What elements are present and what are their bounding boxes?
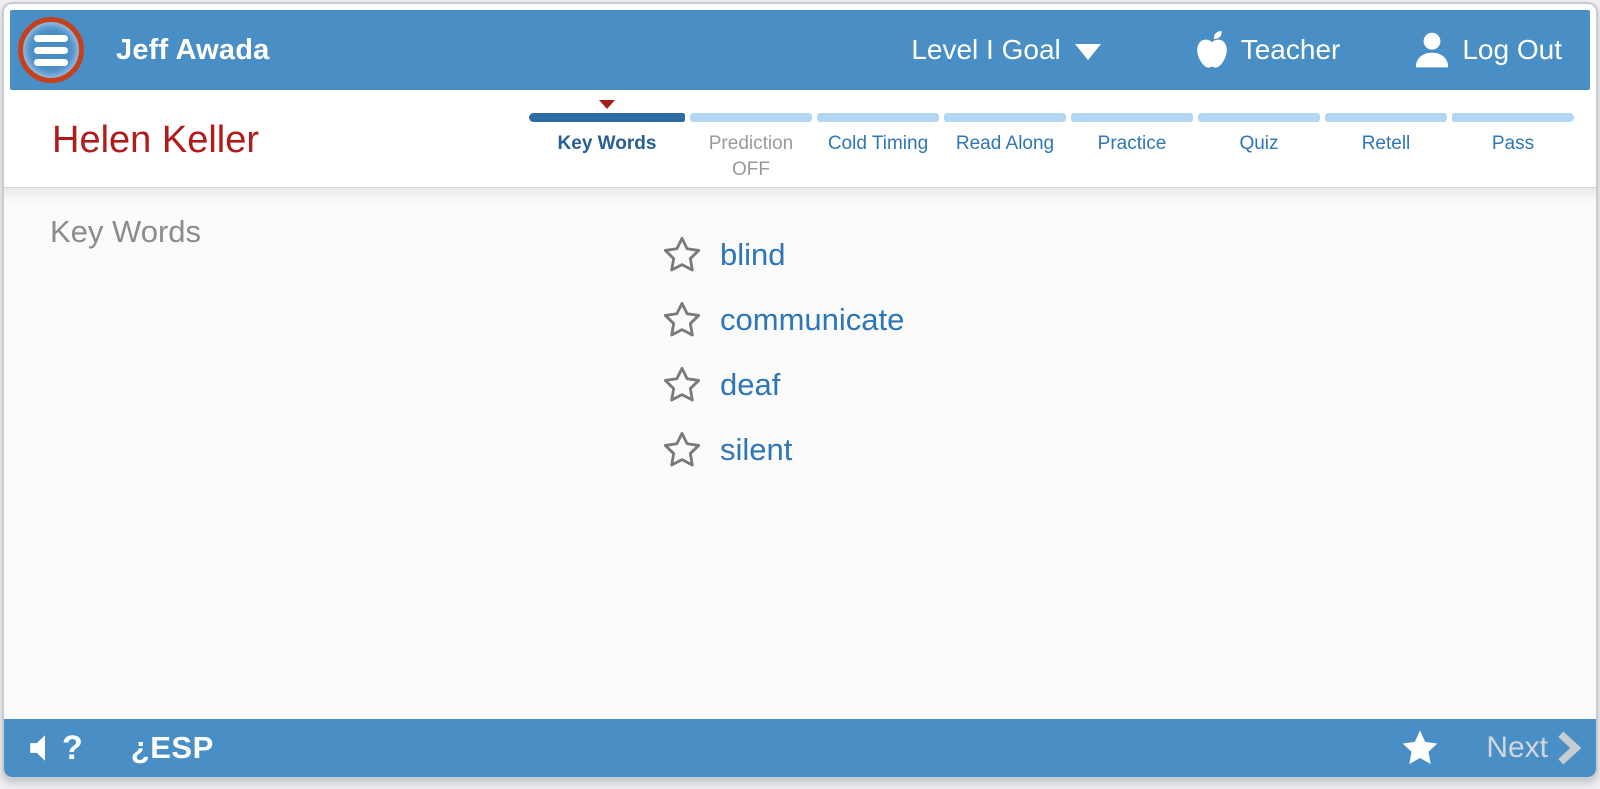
star-outline-icon[interactable] [662, 235, 702, 275]
star-outline-icon[interactable] [662, 365, 702, 405]
chevron-right-icon [1558, 731, 1582, 765]
tab-label: Cold Timing [827, 133, 929, 154]
tab-bar: Key Words Prediction OFF Cold Timing Read Al… [524, 100, 1574, 183]
tab-read-along[interactable]: Read Along [944, 113, 1066, 183]
tab-pass[interactable]: Pass [1452, 113, 1574, 183]
student-name: Jeff Awada [116, 33, 270, 66]
tab-progress-line [529, 113, 685, 122]
tab-prediction[interactable]: Prediction OFF [690, 113, 812, 183]
level-goal-dropdown[interactable]: Level I Goal [911, 34, 1101, 66]
level-goal-label: Level I Goal [911, 34, 1061, 65]
tab-label: Practice [1097, 133, 1167, 154]
story-title-bar: Helen Keller Key Words Prediction OFF Cold … [4, 96, 1596, 188]
person-icon [1416, 32, 1449, 68]
tab-progress-line [1452, 113, 1574, 122]
question-mark-icon: ? [62, 728, 83, 767]
story-title: Helen Keller [52, 118, 259, 161]
apple-icon [1196, 31, 1227, 68]
key-word-row: deaf [662, 366, 904, 404]
next-label: Next [1486, 731, 1548, 764]
tab-cold-timing[interactable]: Cold Timing [817, 113, 939, 183]
hamburger-icon [34, 34, 68, 42]
hamburger-menu-button[interactable] [18, 17, 84, 83]
tab-key-words[interactable]: Key Words [529, 100, 685, 183]
key-word-link[interactable]: blind [720, 237, 786, 272]
tab-label: Key Words [557, 133, 657, 154]
main-content: Key Words blind communicate deaf silent [4, 188, 1596, 719]
tab-retell[interactable]: Retell [1325, 113, 1447, 183]
logout-label: Log Out [1462, 34, 1562, 65]
logout-button[interactable]: Log Out [1410, 27, 1562, 73]
spanish-toggle-button[interactable]: ¿ESP [130, 730, 214, 765]
key-word-link[interactable]: communicate [720, 302, 905, 337]
tab-quiz[interactable]: Quiz [1198, 113, 1320, 183]
star-outline-icon[interactable] [662, 300, 702, 340]
tab-progress-line [1071, 113, 1193, 122]
tab-progress-line [1325, 113, 1447, 122]
star-filled-icon [1402, 730, 1438, 764]
key-word-link[interactable]: silent [720, 432, 793, 467]
star-button[interactable] [1400, 728, 1440, 768]
teacher-button[interactable]: Teacher [1193, 29, 1341, 71]
tab-sublabel: OFF [732, 159, 770, 180]
key-word-row: silent [662, 431, 904, 469]
tab-practice[interactable]: Practice [1071, 113, 1193, 183]
tab-progress-line [690, 113, 812, 122]
tab-label: Read Along [955, 133, 1055, 154]
chevron-down-icon [1074, 44, 1101, 60]
key-word-row: blind [662, 236, 904, 274]
key-word-list: blind communicate deaf silent [662, 236, 904, 496]
speaker-icon [30, 735, 45, 761]
tab-label: Pass [1491, 133, 1535, 154]
active-tab-marker-icon [599, 100, 615, 109]
tab-progress-line [944, 113, 1066, 122]
tab-label: Prediction OFF [690, 131, 812, 183]
section-heading: Key Words [50, 214, 202, 249]
key-word-link[interactable]: deaf [720, 367, 781, 402]
next-button[interactable]: Next [1486, 730, 1582, 766]
key-word-row: communicate [662, 301, 904, 339]
tab-progress-line [1198, 113, 1320, 122]
top-header-bar: Jeff Awada Level I Goal Teacher Log Out [10, 10, 1590, 90]
teacher-label: Teacher [1240, 34, 1341, 65]
star-outline-icon[interactable] [662, 430, 702, 470]
tab-label: Quiz [1239, 133, 1279, 154]
tab-label: Retell [1361, 133, 1411, 154]
tab-progress-line [817, 113, 939, 122]
audio-help-button[interactable]: ? [26, 729, 83, 768]
footer-bar: ? ¿ESP Next [4, 719, 1596, 777]
